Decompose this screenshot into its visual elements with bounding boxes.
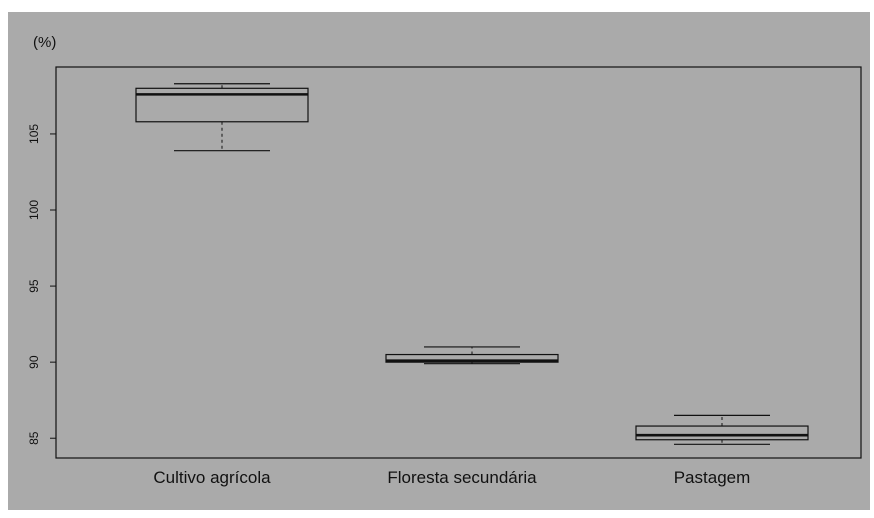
y-axis-unit-label: (%) [33,34,57,51]
x-category-label: Cultivo agrícola [153,468,271,487]
y-tick-label: 95 [27,279,41,293]
y-tick-label: 90 [27,355,41,369]
iqr-box [635,425,809,441]
x-category-label: Pastagem [674,468,751,487]
iqr-box [385,353,559,363]
y-tick-label: 105 [27,124,41,144]
y-tick-label: 85 [27,431,41,445]
plot-frame [55,66,862,459]
y-tick-label: 100 [27,200,41,220]
x-category-label: Floresta secundária [387,468,537,487]
